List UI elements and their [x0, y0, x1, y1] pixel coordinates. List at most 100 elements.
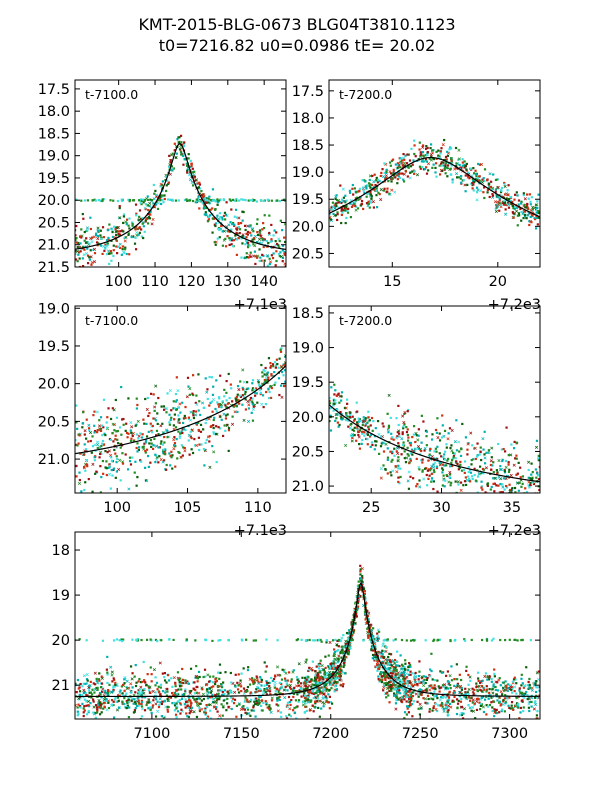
data-point — [534, 445, 539, 449]
data-point — [160, 440, 163, 443]
data-point — [504, 208, 507, 211]
data-point — [82, 453, 85, 456]
data-point — [389, 653, 393, 656]
data-point — [377, 191, 380, 194]
data-point — [279, 687, 282, 690]
data-point — [180, 456, 183, 459]
data-point — [409, 700, 412, 703]
y-tick-label: 20.5 — [292, 246, 324, 262]
data-point — [75, 249, 77, 252]
data-point — [252, 403, 255, 406]
data-point — [188, 453, 191, 456]
data-point — [201, 692, 205, 696]
data-point — [280, 365, 284, 369]
data-point — [211, 231, 214, 234]
data-point — [93, 424, 96, 427]
data-point — [538, 689, 540, 692]
data-point — [208, 465, 212, 469]
data-point — [427, 468, 431, 471]
data-point — [102, 702, 105, 705]
data-point — [457, 483, 460, 486]
data-point — [235, 199, 238, 202]
data-point — [347, 419, 350, 422]
data-point — [450, 481, 453, 484]
data-point — [406, 446, 409, 449]
data-point — [536, 686, 539, 689]
data-point — [236, 226, 239, 229]
data-point — [191, 175, 195, 178]
data-point — [123, 237, 126, 240]
y-tick-label: 20.5 — [38, 215, 70, 231]
data-point — [475, 186, 479, 189]
data-point — [314, 682, 317, 685]
data-point — [445, 474, 448, 477]
data-point — [92, 414, 95, 417]
data-point — [366, 433, 370, 436]
data-point — [138, 231, 141, 234]
data-point — [408, 696, 411, 699]
data-point — [458, 163, 461, 167]
data-point — [76, 714, 79, 717]
data-point — [508, 468, 511, 471]
data-point — [384, 174, 388, 178]
data-point — [430, 472, 433, 475]
data-point — [186, 376, 190, 379]
data-point — [159, 683, 163, 686]
data-point — [227, 692, 230, 695]
data-point — [86, 679, 89, 682]
data-point — [386, 456, 390, 459]
data-point — [124, 248, 127, 251]
data-point — [425, 444, 428, 447]
data-point — [336, 657, 340, 661]
data-point — [120, 433, 123, 436]
data-point — [93, 252, 97, 255]
data-point — [373, 173, 376, 176]
data-point — [104, 247, 107, 250]
data-point — [253, 391, 257, 394]
data-point — [237, 216, 241, 220]
data-point — [482, 710, 486, 714]
data-point — [102, 443, 105, 446]
data-point — [530, 688, 534, 692]
data-point — [511, 204, 515, 208]
x-tick-label: 15 — [383, 274, 401, 290]
data-point — [133, 710, 136, 713]
x-tick-label: 35 — [503, 500, 521, 516]
data-point — [165, 463, 168, 467]
data-point — [173, 444, 176, 447]
axis-ticks — [75, 306, 286, 493]
data-point — [112, 468, 115, 471]
data-point — [86, 240, 89, 244]
data-point — [529, 219, 533, 223]
data-point — [218, 228, 221, 231]
data-point — [220, 418, 223, 421]
data-point — [394, 707, 398, 711]
data-point — [101, 199, 104, 202]
data-point — [189, 410, 193, 414]
data-point — [462, 179, 465, 182]
data-point — [379, 187, 383, 192]
data-point — [95, 232, 98, 235]
data-point — [164, 448, 167, 451]
data-point — [198, 181, 201, 184]
data-point — [218, 677, 221, 680]
data-point — [512, 207, 515, 210]
data-point — [168, 165, 171, 169]
data-point — [499, 482, 502, 486]
data-point — [238, 703, 241, 706]
data-point — [134, 691, 137, 694]
data-point — [276, 699, 279, 702]
data-point — [161, 180, 164, 183]
data-point — [250, 234, 253, 237]
data-point — [230, 422, 235, 426]
data-point — [393, 447, 396, 450]
data-point — [137, 699, 140, 702]
data-point — [477, 175, 481, 178]
data-point — [520, 219, 523, 222]
data-point — [396, 451, 400, 455]
data-point — [366, 443, 369, 446]
data-point — [126, 704, 129, 707]
data-point — [480, 486, 483, 489]
data-point — [261, 375, 264, 378]
data-point — [84, 692, 87, 695]
